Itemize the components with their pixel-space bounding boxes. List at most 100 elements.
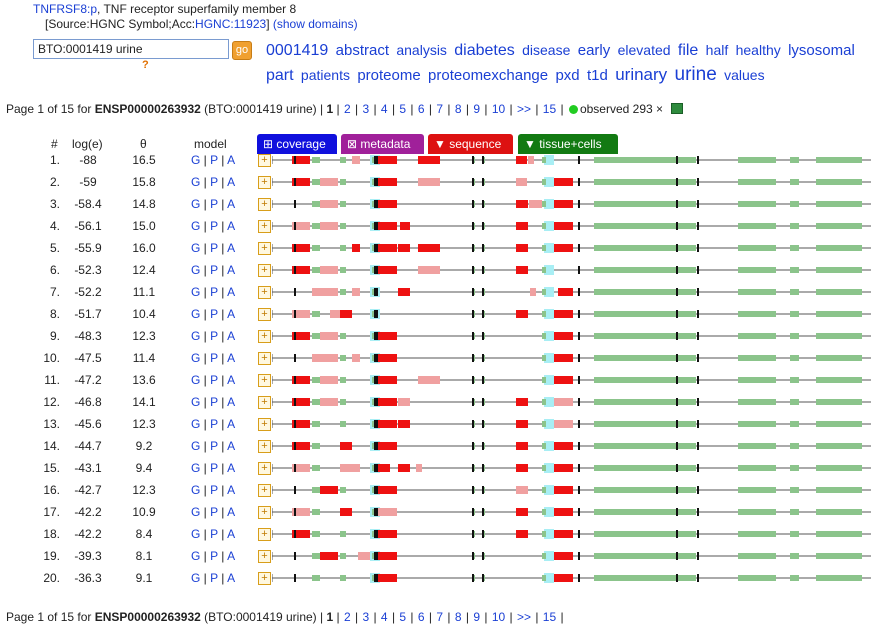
model-link-a[interactable]: A	[227, 175, 236, 189]
model-link-p[interactable]: P	[210, 307, 218, 321]
model-link-g[interactable]: G	[191, 241, 201, 255]
model-link-a[interactable]: A	[227, 483, 236, 497]
model-link-a[interactable]: A	[227, 285, 236, 299]
model-link-g[interactable]: G	[191, 197, 201, 211]
expand-icon[interactable]: +	[258, 528, 271, 541]
expand-icon[interactable]: +	[258, 264, 271, 277]
keyword-link[interactable]: pxd	[555, 67, 580, 84]
model-link-p[interactable]: P	[210, 263, 218, 277]
page-link[interactable]: 5	[399, 102, 407, 116]
model-link-g[interactable]: G	[191, 417, 201, 431]
page-link[interactable]: 3	[362, 610, 370, 624]
page-link[interactable]: 15	[542, 102, 557, 116]
expand-icon[interactable]: +	[258, 198, 271, 211]
page-link[interactable]: 6	[417, 610, 425, 624]
model-link-p[interactable]: P	[210, 351, 218, 365]
expand-icon[interactable]: +	[258, 330, 271, 343]
show-domains-link[interactable]: (show domains)	[272, 17, 358, 31]
model-link-a[interactable]: A	[227, 461, 236, 475]
model-link-g[interactable]: G	[191, 307, 201, 321]
keyword-link[interactable]: proteomexchange	[428, 67, 549, 84]
model-link-g[interactable]: G	[191, 483, 201, 497]
model-link-p[interactable]: P	[210, 571, 218, 585]
tab-metadata[interactable]: ⊠ metadata	[341, 134, 424, 154]
keyword-link[interactable]: values	[724, 67, 765, 83]
model-link-p[interactable]: P	[210, 395, 218, 409]
page-link[interactable]: 7	[436, 610, 444, 624]
page-link[interactable]: 5	[399, 610, 407, 624]
model-link-g[interactable]: G	[191, 219, 201, 233]
help-link[interactable]: ?	[142, 59, 149, 71]
page-link[interactable]: 2	[343, 102, 351, 116]
model-link-a[interactable]: A	[227, 197, 236, 211]
model-link-a[interactable]: A	[227, 153, 236, 167]
keyword-link[interactable]: diabetes	[454, 42, 515, 59]
page-link[interactable]: 8	[454, 610, 462, 624]
expand-icon[interactable]: +	[258, 374, 271, 387]
expand-icon[interactable]: +	[258, 154, 271, 167]
model-link-p[interactable]: P	[210, 505, 218, 519]
spreadsheet-icon[interactable]	[671, 103, 684, 114]
keyword-link[interactable]: abstract	[335, 42, 389, 59]
expand-icon[interactable]: +	[258, 220, 271, 233]
model-link-p[interactable]: P	[210, 175, 218, 189]
model-link-a[interactable]: A	[227, 219, 236, 233]
model-link-p[interactable]: P	[210, 483, 218, 497]
expand-icon[interactable]: +	[258, 418, 271, 431]
keyword-link[interactable]: 0001419	[266, 42, 329, 59]
model-link-a[interactable]: A	[227, 549, 236, 563]
page-link[interactable]: 2	[343, 610, 351, 624]
expand-icon[interactable]: +	[258, 308, 271, 321]
page-link[interactable]: 15	[542, 610, 557, 624]
page-link[interactable]: 10	[491, 102, 506, 116]
keyword-link[interactable]: healthy	[735, 42, 781, 58]
search-input[interactable]	[33, 39, 229, 59]
keyword-link[interactable]: early	[577, 42, 611, 59]
page-link[interactable]: >>	[516, 610, 531, 624]
expand-icon[interactable]: +	[258, 176, 271, 189]
page-link[interactable]: 7	[436, 102, 444, 116]
model-link-p[interactable]: P	[210, 373, 218, 387]
expand-icon[interactable]: +	[258, 352, 271, 365]
expand-icon[interactable]: +	[258, 484, 271, 497]
page-link[interactable]: 3	[362, 102, 370, 116]
tab-tissue-cells[interactable]: ▼ tissue+cells	[518, 134, 618, 154]
expand-icon[interactable]: +	[258, 242, 271, 255]
expand-icon[interactable]: +	[258, 550, 271, 563]
expand-icon[interactable]: +	[258, 440, 271, 453]
expand-icon[interactable]: +	[258, 286, 271, 299]
tab-coverage[interactable]: ⊞ coverage	[257, 134, 337, 154]
expand-icon[interactable]: +	[258, 506, 271, 519]
model-link-p[interactable]: P	[210, 417, 218, 431]
page-link[interactable]: 9	[473, 610, 481, 624]
model-link-a[interactable]: A	[227, 373, 236, 387]
keyword-link[interactable]: urine	[674, 64, 717, 85]
model-link-a[interactable]: A	[227, 307, 236, 321]
model-link-a[interactable]: A	[227, 263, 236, 277]
keyword-link[interactable]: patients	[300, 67, 350, 83]
keyword-link[interactable]: urinary	[615, 65, 668, 84]
model-link-g[interactable]: G	[191, 571, 201, 585]
model-link-g[interactable]: G	[191, 285, 201, 299]
expand-icon[interactable]: +	[258, 572, 271, 585]
model-link-g[interactable]: G	[191, 175, 201, 189]
model-link-a[interactable]: A	[227, 329, 236, 343]
model-link-a[interactable]: A	[227, 527, 236, 541]
gene-symbol-link[interactable]: TNFRSF8:p	[33, 2, 98, 16]
tab-sequence[interactable]: ▼ sequence	[428, 134, 513, 154]
page-link[interactable]: 9	[473, 102, 481, 116]
hgnc-link[interactable]: HGNC:11923	[195, 17, 267, 31]
model-link-g[interactable]: G	[191, 263, 201, 277]
model-link-p[interactable]: P	[210, 241, 218, 255]
model-link-p[interactable]: P	[210, 549, 218, 563]
model-link-g[interactable]: G	[191, 439, 201, 453]
go-button[interactable]: go	[232, 41, 252, 60]
model-link-a[interactable]: A	[227, 571, 236, 585]
page-link[interactable]: 4	[380, 102, 388, 116]
page-link[interactable]: 6	[417, 102, 425, 116]
model-link-p[interactable]: P	[210, 439, 218, 453]
model-link-g[interactable]: G	[191, 329, 201, 343]
model-link-a[interactable]: A	[227, 351, 236, 365]
expand-icon[interactable]: +	[258, 396, 271, 409]
keyword-link[interactable]: analysis	[396, 42, 447, 58]
